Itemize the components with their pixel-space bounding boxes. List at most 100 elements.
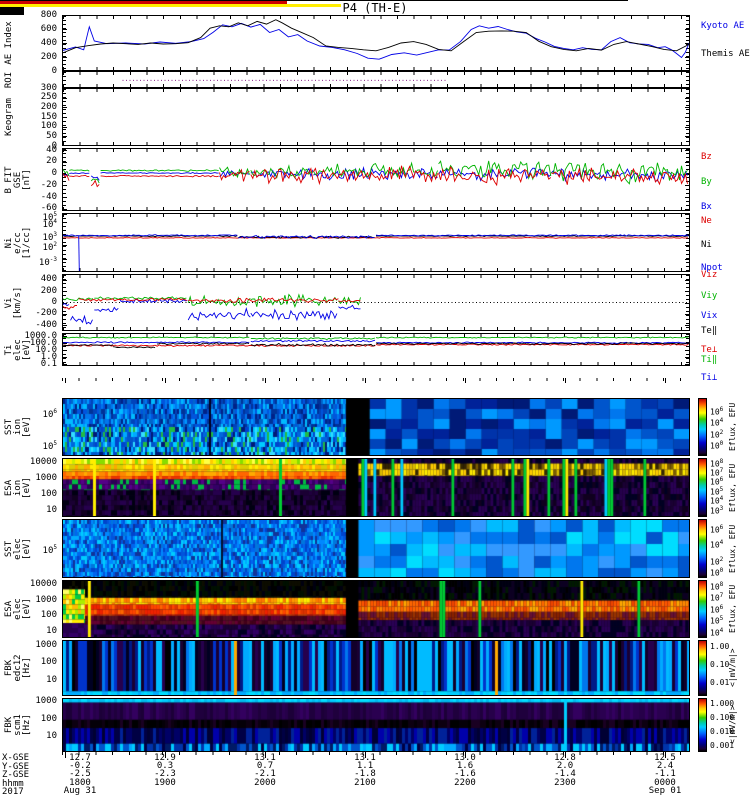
y-tick-label-ti: 100.0 [29,337,57,348]
time-axis-major-tick [265,752,266,758]
y-major-tick [685,302,690,304]
colorbar-unit: Eflux, EFU [728,524,737,573]
tick-marks [63,334,689,337]
colorbar-tick: 1.00 [710,642,730,651]
legend-Viy: Viy [701,291,718,301]
time-axis-column: 13.1 0.7 -2.1 2000 [236,753,294,795]
y-tick-label-vi: 400 [40,274,57,285]
panel-label-ti: [eV] [22,338,32,361]
legend-Viz: Viz [701,270,718,280]
axis-value [336,787,394,795]
colorbar-tick: 102 [710,428,724,440]
y-tick-label-ae: 800 [40,9,57,20]
y-major-tick [685,43,690,44]
y-major-tick [62,313,67,315]
tick-marks [63,327,689,330]
bfit-plot [63,160,688,188]
legend-Npot: Npot [701,263,723,273]
y-major-tick [62,70,67,71]
y-major-tick [62,350,67,352]
y-major-tick [685,15,690,16]
axis-value: 1800 [69,777,91,788]
axis-value: 1.1 [356,761,374,772]
tick-marks [63,142,689,145]
axis-row-label: Z-GSE [2,770,30,780]
panel-label-fbk_edc: [Hz] [22,657,32,679]
colorbar-tick: 0.001 [710,741,735,751]
y-major-tick [685,57,690,58]
y-major-tick [62,126,67,128]
panel-label-ae: AE Index [4,21,14,65]
y-major-tick [685,291,690,293]
y-major-tick [62,117,67,118]
ti-plot [63,336,689,349]
axis-value: 2100 [354,777,376,788]
y-tick-label-bfit: -20 [40,179,57,190]
panel-label-esa_ion: [eV] [22,476,32,499]
y-tick-label-keogram: 200 [40,101,57,112]
colorbar-unit: Eflux, EFU [728,584,737,634]
tick-marks [63,362,689,365]
y-major-tick [62,214,67,216]
tick-marks [63,149,66,210]
colorbar-tick: 108 [710,580,724,592]
colorbar-tick: 108 [710,457,724,469]
colorbar-tick: 106 [710,523,724,535]
panel-label-sst_elec: [eV] [22,537,32,560]
page-title: P4 (TH-E) [342,1,408,15]
y-major-tick [685,343,690,345]
y-tick-label-vi: -400 [35,319,57,330]
y-major-tick [62,302,67,304]
esa_ion-spectrogram [63,459,689,516]
y-major-tick [685,88,690,89]
tick-marks [63,72,66,87]
y-major-tick [62,145,67,146]
axis-value [536,787,594,795]
y-major-tick [685,244,690,246]
y-tick-label-fbk_scm: 1000 [35,695,57,706]
y-tick-label-fbk_edc: 100 [40,657,57,668]
colorbar-tick: 104 [710,495,724,506]
y-tick-label-ni: 105 [42,210,57,223]
y-tick-label-bfit: 40 [46,144,57,155]
time-axis-major-tick [465,752,466,758]
y-major-tick [62,107,67,109]
y-tick-label-fbk_edc: 1000 [35,639,57,650]
y-major-tick [62,15,67,16]
vi-plot [63,293,689,325]
colorbar-tick: 0.100 [710,712,735,722]
upper-lower-separator-axis [0,0,628,1]
time-axis-major-tick [665,752,666,758]
panel-label-esa_elec: [eV] [22,598,32,620]
tick-marks [63,334,66,365]
y-tick-label-ni: 103 [42,231,57,244]
y-major-tick [62,97,67,99]
panel-label-keogram: Keogram [4,98,14,136]
y-major-tick [62,244,67,246]
y-major-tick [62,150,67,152]
time-axis-column: 13.1 1.1 -1.8 2100 [336,753,394,795]
tick-marks [63,268,689,271]
colorbar-sst_elec [698,519,707,578]
colorbar-tick: 106 [710,603,724,615]
colorbar-tick: 100 [710,440,724,452]
axis-value: 2200 [454,777,476,788]
y-major-tick [685,173,690,175]
y-tick-label-fbk_edc: 10 [46,675,57,686]
y-major-tick [62,259,67,261]
y-major-tick [685,97,690,99]
tick-marks [63,89,689,92]
colorbar-esa_elec [698,580,707,638]
colorbar-tick: 107 [710,466,724,478]
axis-row-label: X-GSE [2,753,30,763]
y-tick-label-keogram: 0 [51,140,57,151]
axis-value: 0000 [654,777,676,788]
axis-value: 12.7 [69,753,91,763]
tick-marks [686,214,689,271]
axis-value: 1900 [154,777,176,788]
y-tick-label-ae: 0 [51,65,57,76]
y-tick-label-esa_ion: 1000 [35,473,57,484]
separator-major-tick [265,378,266,383]
y-tick-label-keogram: 50 [46,130,57,141]
